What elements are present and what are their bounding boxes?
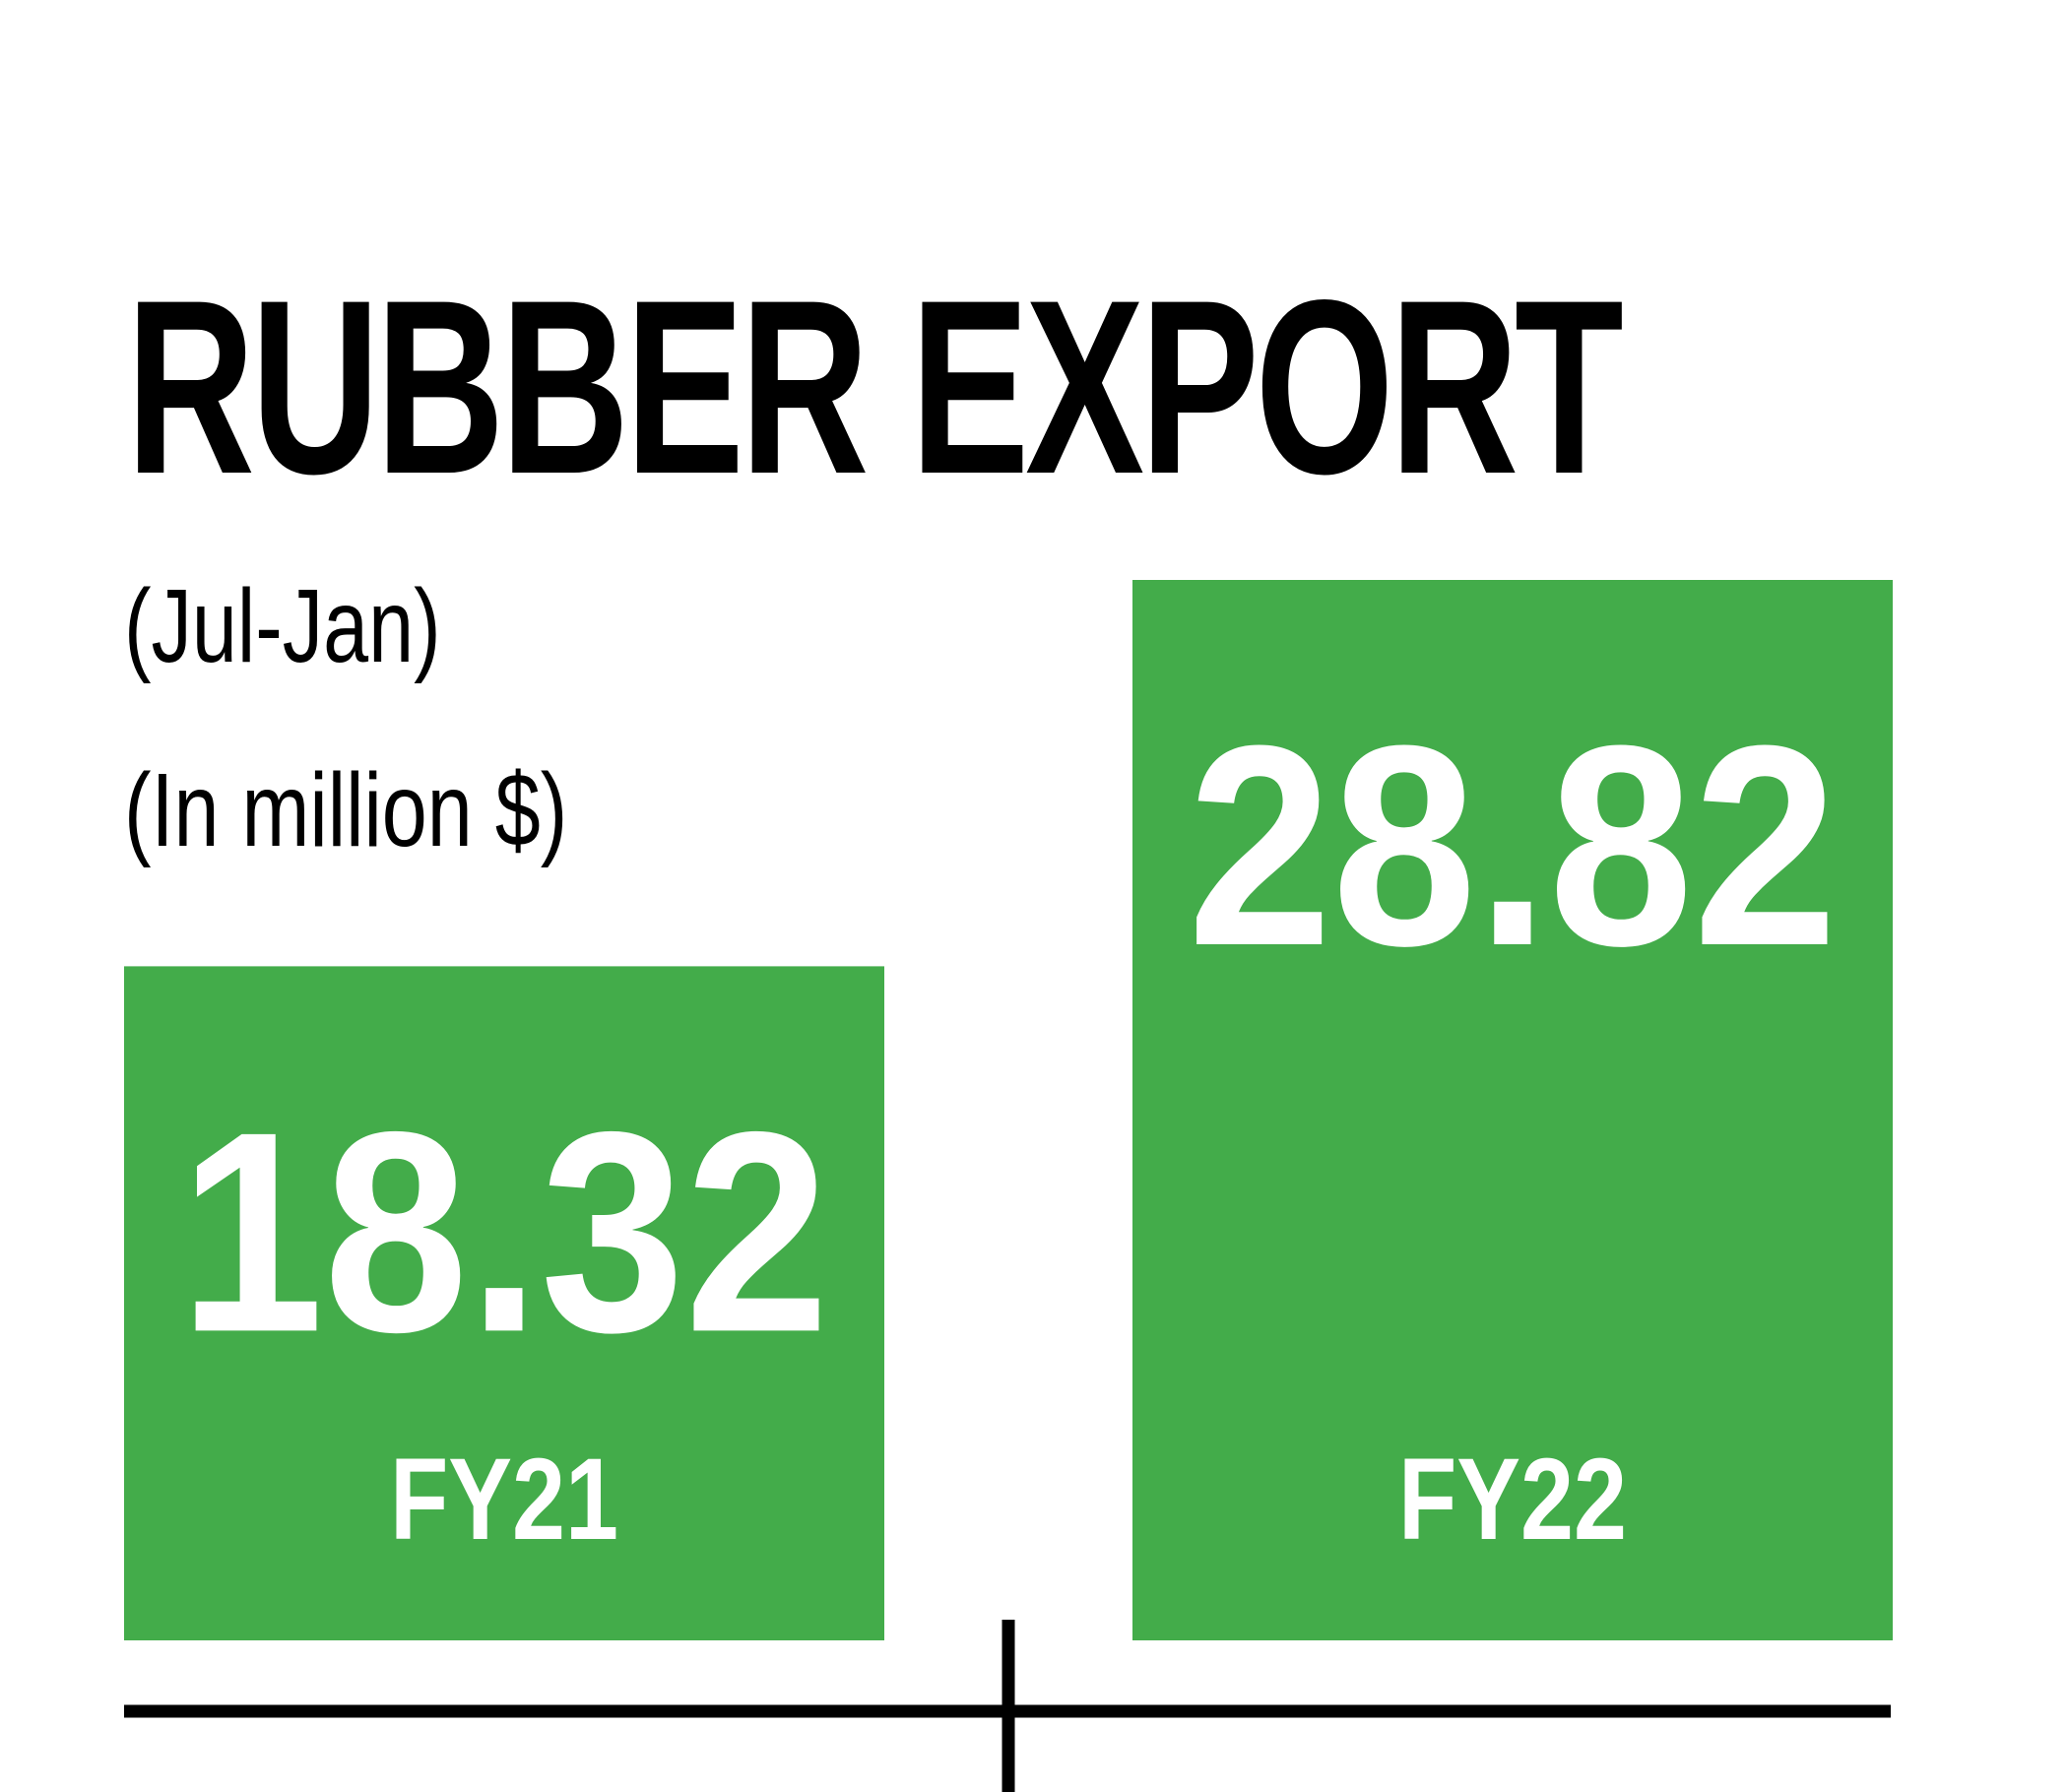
chart-title: RUBBER EXPORT xyxy=(126,249,1624,526)
value-label-fy22: 28.82 xyxy=(1188,686,1838,1005)
bar-fy21 xyxy=(124,966,884,1640)
category-label-fy22: FY22 xyxy=(1398,1435,1627,1565)
chart-period: (Jul-Jan) xyxy=(124,568,441,684)
value-label-fy21: 18.32 xyxy=(179,1072,829,1391)
category-label-fy21: FY21 xyxy=(390,1435,618,1565)
chart-unit: (In million $) xyxy=(124,752,568,868)
bar-fy22 xyxy=(1132,580,1893,1640)
bars-layer: 18.32 FY21 28.82 FY22 xyxy=(124,580,1893,1640)
